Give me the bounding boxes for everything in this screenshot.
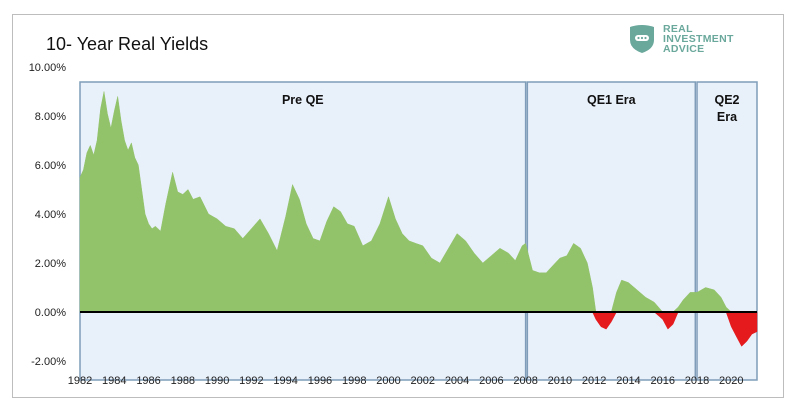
era-box [526, 81, 697, 381]
era-labels: Pre QE QE1 Era QE2 Era [282, 93, 740, 124]
x-tick-label: 1998 [342, 375, 366, 387]
x-tick-label: 2012 [582, 375, 606, 387]
x-tick-label: 2002 [411, 375, 435, 387]
x-tick-label: 2006 [479, 375, 503, 387]
x-tick-label: 1992 [239, 375, 263, 387]
logo-line: ADVICE [663, 43, 705, 55]
era-label: QE2 [714, 93, 739, 107]
x-tick-label: 2016 [650, 375, 674, 387]
logo-line: INVESTMENT [663, 33, 734, 45]
x-tick-label: 1994 [273, 375, 297, 387]
x-tick-label: 2004 [445, 375, 469, 387]
y-tick-label: 8.00% [35, 111, 66, 123]
chart-title: 10- Year Real Yields [46, 34, 209, 54]
x-tick-label: 1984 [102, 375, 126, 387]
y-tick-label: 2.00% [35, 258, 66, 270]
axes: -2.00% 0.00% 2.00% 4.00% 6.00% 8.00% 10.00% 198… [29, 62, 757, 387]
logo-text: REAL INVESTMENT ADVICE [663, 23, 734, 55]
era-label: QE1 Era [587, 93, 637, 107]
x-tick-label: 1988 [171, 375, 195, 387]
x-tick-label: 2018 [685, 375, 709, 387]
x-tick-label: 2014 [616, 375, 640, 387]
era-label: Era [717, 110, 738, 124]
era-label: Pre QE [282, 93, 324, 107]
x-tick-label: 2010 [548, 375, 572, 387]
x-tick-label: 1990 [205, 375, 229, 387]
y-tick-label: 6.00% [35, 160, 66, 172]
logo-line: REAL [663, 23, 693, 35]
x-tick-label: 2008 [513, 375, 537, 387]
x-tick-label: 1996 [308, 375, 332, 387]
y-tick-label: 0.00% [35, 307, 66, 319]
shield-icon [630, 25, 654, 53]
x-tick-label: 1986 [136, 375, 160, 387]
x-tick-label: 1982 [68, 375, 92, 387]
brand-logo: REAL INVESTMENT ADVICE [628, 24, 734, 54]
positive-yield-area [79, 91, 757, 313]
x-tick-label: 2000 [376, 375, 400, 387]
y-tick-label: 10.00% [29, 62, 67, 74]
y-tick-label: 4.00% [35, 209, 66, 221]
y-tick-label: -2.00% [31, 356, 66, 368]
x-tick-label: 2020 [719, 375, 743, 387]
era-boxes [79, 81, 758, 381]
